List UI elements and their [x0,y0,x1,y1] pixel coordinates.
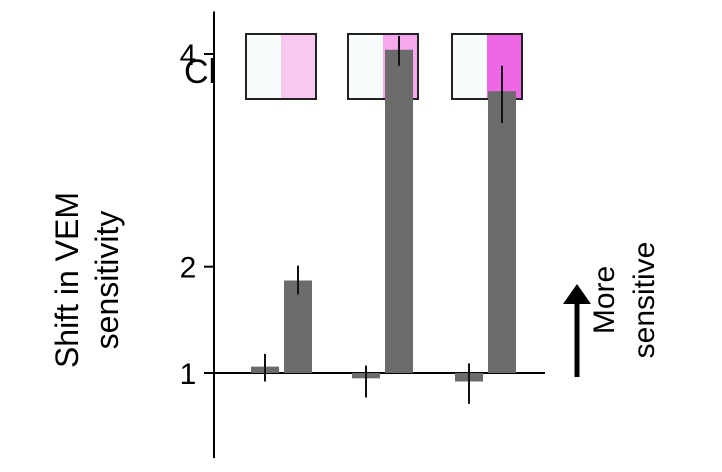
y-axis-title-line2: sensitivity [89,211,125,350]
more-sensitive-annotation: More sensitive [563,242,661,377]
bar [385,49,413,373]
up-arrow-head-icon [563,284,591,304]
cl-swatch-right [281,34,316,99]
cl-label: Cl [184,53,216,91]
bar [284,280,312,373]
bar [488,91,516,374]
cl-swatch-right [487,34,522,99]
y-ticks: 1 2 4 [180,39,214,391]
cl-swatch-border [245,33,317,100]
cl-swatch-left [246,34,281,99]
cl-swatches [245,33,523,100]
cl-swatch-left [452,34,487,99]
y-tick-label: 1 [180,358,197,391]
annotation-line1: More [588,266,621,334]
y-tick-label: 4 [180,39,197,72]
bars [251,35,516,404]
cl-swatch [451,33,523,100]
y-tick-label: 2 [180,252,197,285]
cl-swatch-left [348,34,383,99]
cl-swatch [245,33,317,100]
cl-swatch-border [451,33,523,100]
annotation-line2: sensitive [628,242,661,359]
y-axis-title: Shift in VEM sensitivity [49,192,125,368]
cl-swatch-border [347,33,419,100]
y-axis-title-line1: Shift in VEM [49,192,85,368]
